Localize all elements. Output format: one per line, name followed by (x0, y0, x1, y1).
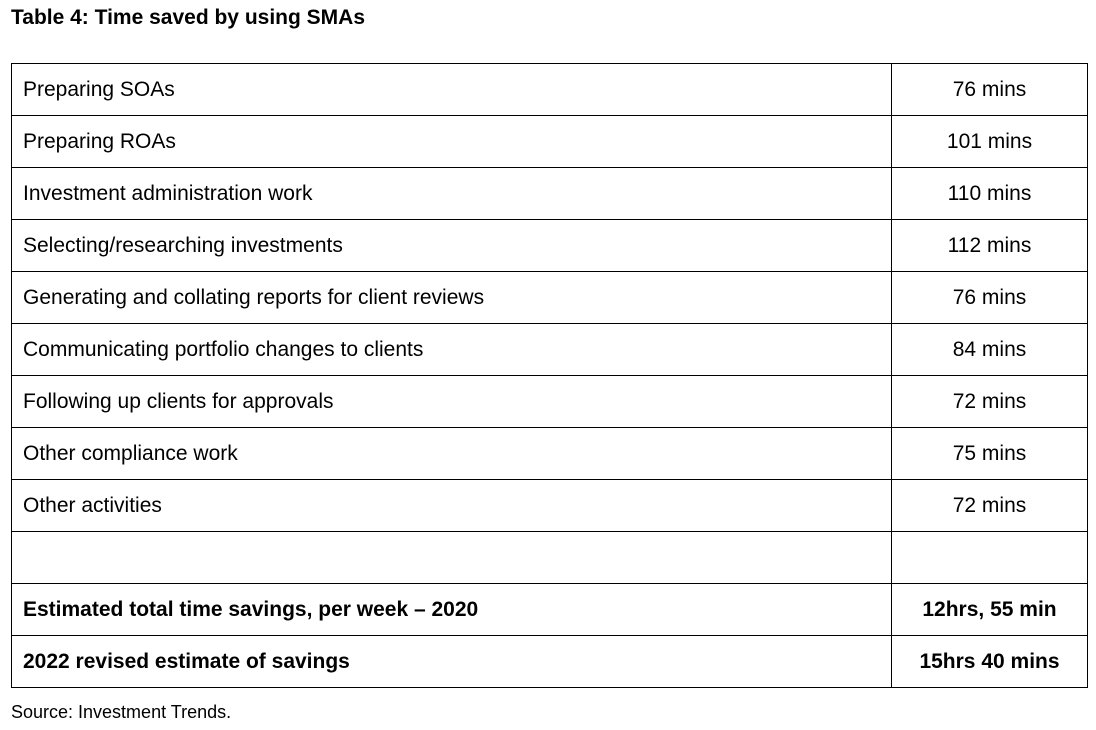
table-body: Preparing SOAs 76 mins Preparing ROAs 101 m… (11, 63, 1088, 688)
time-cell: 84 mins (891, 323, 1088, 376)
table-row: Generating and collating reports for cli… (11, 271, 1088, 324)
time-cell: 75 mins (891, 427, 1088, 480)
table-row: Investment administration work 110 mins (11, 167, 1088, 220)
empty-row (11, 531, 1088, 584)
data-table: Preparing SOAs 76 mins Preparing ROAs 101 m… (11, 63, 1088, 688)
table-row: Other compliance work 75 mins (11, 427, 1088, 480)
time-cell: 72 mins (891, 375, 1088, 428)
time-cell: 101 mins (891, 115, 1088, 168)
activity-cell: Selecting/researching investments (11, 219, 892, 272)
time-cell: 15hrs 40 mins (891, 635, 1088, 688)
activity-cell: Preparing ROAs (11, 115, 892, 168)
table-row: Preparing ROAs 101 mins (11, 115, 1088, 168)
time-cell: 72 mins (891, 479, 1088, 532)
table-row: 2022 revised estimate of savings 15hrs 40… (11, 635, 1088, 688)
empty-cell (891, 531, 1088, 584)
time-cell: 76 mins (891, 271, 1088, 324)
activity-cell: Investment administration work (11, 167, 892, 220)
time-cell: 112 mins (891, 219, 1088, 272)
activity-cell: Generating and collating reports for cli… (11, 271, 892, 324)
activity-cell: Communicating portfolio changes to clien… (11, 323, 892, 376)
activity-cell: Other activities (11, 479, 892, 532)
time-cell: 110 mins (891, 167, 1088, 220)
table-title: Table 4: Time saved by using SMAs (11, 6, 365, 29)
activity-cell: Preparing SOAs (11, 63, 892, 116)
activity-cell: Other compliance work (11, 427, 892, 480)
time-cell: 12hrs, 55 min (891, 583, 1088, 636)
table-row: Estimated total time savings, per week –… (11, 583, 1088, 636)
time-cell: 76 mins (891, 63, 1088, 116)
activity-cell: 2022 revised estimate of savings (11, 635, 892, 688)
source-note: Source: Investment Trends. (11, 702, 232, 722)
table-row: Other activities 72 mins (11, 479, 1088, 532)
activity-cell: Following up clients for approvals (11, 375, 892, 428)
table-row: Following up clients for approvals 72 min… (11, 375, 1088, 428)
table-row: Preparing SOAs 76 mins (11, 63, 1088, 116)
empty-cell (11, 531, 892, 584)
table-row: Selecting/researching investments 112 min… (11, 219, 1088, 272)
table-row: Communicating portfolio changes to clien… (11, 323, 1088, 376)
activity-cell: Estimated total time savings, per week –… (11, 583, 892, 636)
